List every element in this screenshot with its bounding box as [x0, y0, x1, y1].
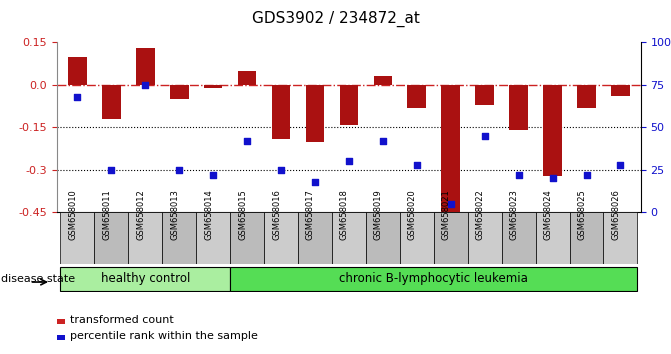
Text: GSM658024: GSM658024: [544, 190, 552, 240]
Text: GSM658018: GSM658018: [340, 189, 349, 240]
Text: GSM658011: GSM658011: [103, 190, 111, 240]
Bar: [502, 212, 535, 264]
Text: GSM658012: GSM658012: [136, 190, 146, 240]
Text: GSM658013: GSM658013: [170, 189, 179, 240]
Bar: [230, 267, 637, 291]
Bar: [535, 212, 570, 264]
Text: GSM658016: GSM658016: [272, 189, 281, 240]
Bar: [544, 85, 562, 176]
Bar: [340, 85, 358, 125]
Bar: [332, 212, 366, 264]
Bar: [264, 212, 298, 264]
Bar: [204, 85, 223, 88]
Text: disease state: disease state: [1, 274, 75, 284]
Point: [276, 167, 287, 173]
Bar: [475, 85, 494, 105]
Bar: [60, 267, 230, 291]
Text: transformed count: transformed count: [70, 315, 174, 325]
Point: [208, 172, 219, 178]
Point: [547, 176, 558, 181]
Text: GSM658014: GSM658014: [204, 190, 213, 240]
Point: [72, 94, 83, 100]
Bar: [577, 85, 596, 108]
Bar: [374, 76, 392, 85]
Bar: [128, 212, 162, 264]
Point: [242, 138, 252, 144]
Point: [615, 162, 626, 168]
Text: GSM658026: GSM658026: [611, 189, 621, 240]
Bar: [442, 85, 460, 218]
Point: [479, 133, 490, 139]
Text: GSM658021: GSM658021: [442, 190, 451, 240]
Text: GSM658020: GSM658020: [408, 190, 417, 240]
Bar: [407, 85, 426, 108]
Bar: [230, 212, 264, 264]
Text: chronic B-lymphocytic leukemia: chronic B-lymphocytic leukemia: [340, 272, 528, 285]
Bar: [57, 319, 66, 324]
Bar: [95, 212, 128, 264]
Bar: [238, 71, 256, 85]
Point: [106, 167, 117, 173]
Bar: [570, 212, 603, 264]
Bar: [306, 85, 324, 142]
Point: [446, 201, 456, 207]
Bar: [433, 212, 468, 264]
Text: GSM658010: GSM658010: [68, 190, 77, 240]
Bar: [272, 85, 291, 139]
Point: [140, 82, 151, 88]
Bar: [60, 212, 95, 264]
Bar: [68, 57, 87, 85]
Bar: [170, 85, 189, 99]
Text: GSM658022: GSM658022: [476, 190, 484, 240]
Bar: [603, 212, 637, 264]
Text: GSM658015: GSM658015: [238, 190, 247, 240]
Text: percentile rank within the sample: percentile rank within the sample: [70, 331, 258, 341]
Text: GSM658025: GSM658025: [578, 190, 586, 240]
Text: GSM658019: GSM658019: [374, 190, 383, 240]
Point: [344, 159, 354, 164]
Bar: [196, 212, 230, 264]
Bar: [400, 212, 433, 264]
Bar: [102, 85, 121, 119]
Bar: [611, 85, 630, 96]
Text: GDS3902 / 234872_at: GDS3902 / 234872_at: [252, 11, 419, 27]
Text: healthy control: healthy control: [101, 272, 190, 285]
Bar: [136, 48, 154, 85]
Point: [513, 172, 524, 178]
Bar: [57, 335, 66, 340]
Point: [174, 167, 185, 173]
Bar: [162, 212, 196, 264]
Point: [378, 138, 389, 144]
Text: GSM658023: GSM658023: [509, 189, 519, 240]
Point: [411, 162, 422, 168]
Point: [581, 172, 592, 178]
Bar: [509, 85, 528, 130]
Text: GSM658017: GSM658017: [306, 189, 315, 240]
Bar: [366, 212, 400, 264]
Point: [309, 179, 320, 185]
Bar: [468, 212, 502, 264]
Bar: [298, 212, 332, 264]
